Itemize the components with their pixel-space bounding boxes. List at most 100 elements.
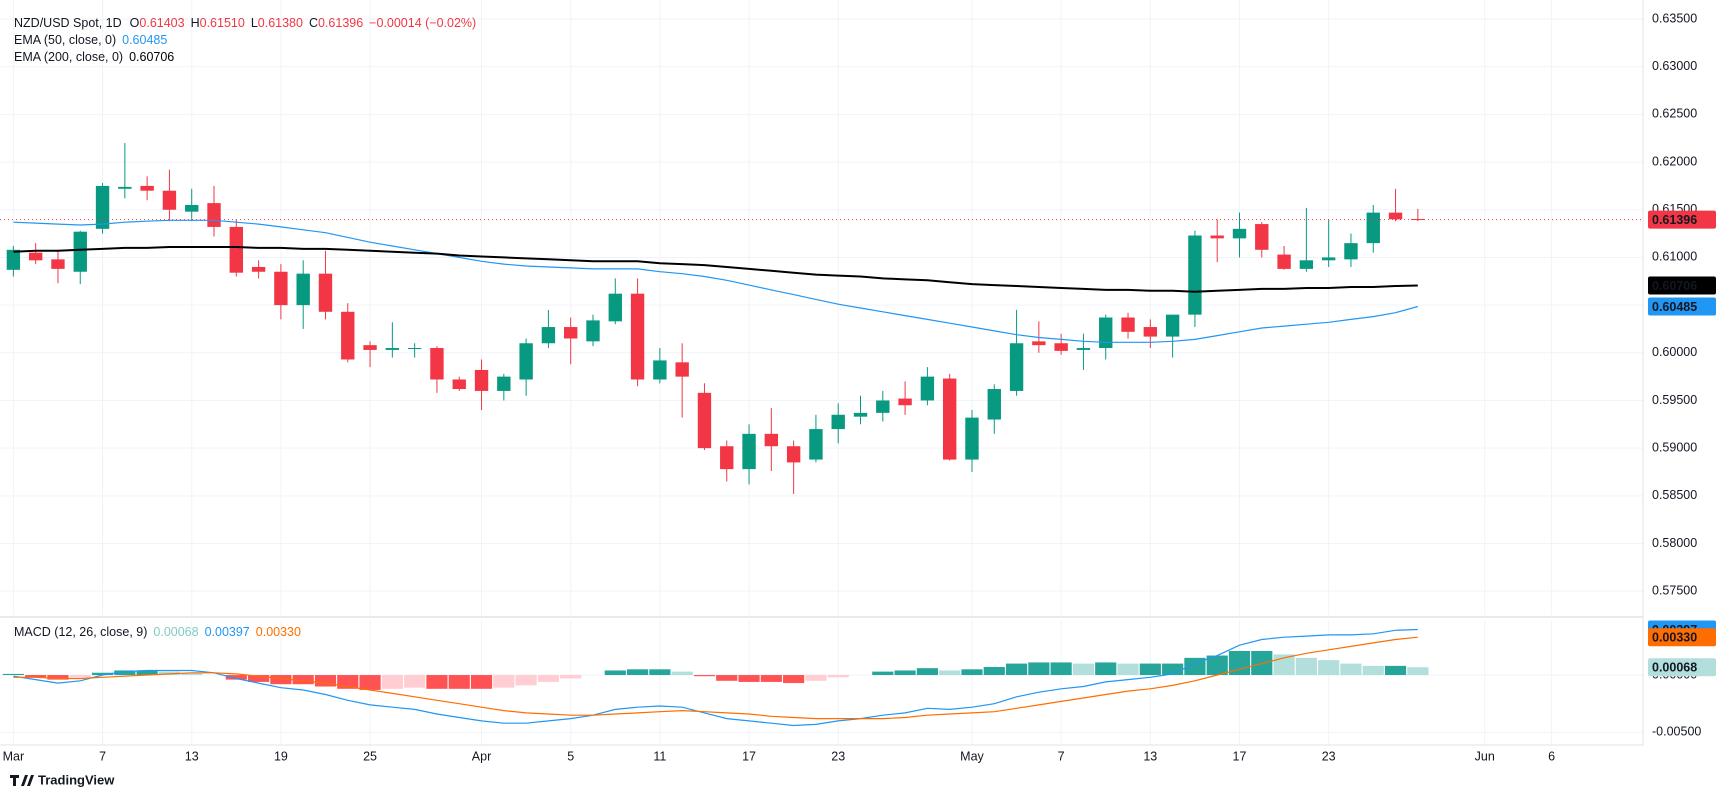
candle-body	[653, 360, 667, 380]
histogram-bar	[693, 675, 716, 677]
legend-value: 0.61510	[200, 16, 245, 30]
histogram-bar	[1028, 662, 1050, 676]
histogram-bar	[827, 675, 849, 678]
candle-body	[140, 185, 154, 191]
histogram-bar	[1362, 665, 1384, 676]
y-tick-label: 0.63000	[1652, 59, 1697, 73]
x-tick-label: 17	[742, 749, 756, 763]
histogram-bar	[738, 675, 760, 682]
histogram-bar	[1139, 663, 1161, 676]
histogram-bar	[515, 675, 537, 686]
candle-body	[564, 327, 578, 339]
candle-body	[185, 205, 199, 212]
histogram-bar	[1162, 663, 1184, 676]
candle-body	[229, 226, 243, 273]
candle-body	[452, 379, 466, 390]
candle-body	[407, 348, 422, 350]
candle-body	[363, 345, 377, 350]
histogram-bar	[114, 670, 136, 676]
candle-body	[1099, 317, 1113, 349]
candle-body	[920, 376, 935, 401]
x-tick-label: 6	[1548, 749, 1555, 763]
histogram-bar	[649, 669, 671, 676]
x-tick-label: 11	[653, 749, 666, 763]
x-tick-label: 7	[99, 749, 106, 763]
legend-value: 0.61396	[318, 16, 363, 30]
y-tick-label: 0.59000	[1652, 440, 1697, 454]
candle-body	[1277, 254, 1291, 269]
y-tick-label: 0.58500	[1652, 488, 1697, 502]
candle-body	[1321, 257, 1336, 261]
candle-body	[876, 400, 890, 413]
candle-body	[207, 203, 221, 227]
histogram-bar	[916, 668, 938, 676]
histogram-bar	[1095, 662, 1117, 676]
candle-body	[519, 343, 533, 380]
legend-name: EMA (200, close, 0)	[14, 50, 123, 64]
candle-body	[831, 414, 845, 430]
histogram-bar	[426, 675, 448, 689]
candle-body	[318, 273, 333, 312]
macd-badge: 0.00330	[1652, 630, 1697, 644]
candle-body	[1388, 212, 1403, 220]
candle-body	[1009, 343, 1024, 391]
histogram-badge: 0.00068	[1652, 661, 1697, 675]
histogram-bar	[1005, 663, 1028, 676]
legend-value: 0.61403	[139, 16, 184, 30]
histogram-bar	[47, 675, 69, 680]
histogram-bar	[961, 669, 983, 676]
legend-name: EMA (50, close, 0)	[14, 33, 116, 47]
legend-value: 0.00330	[256, 625, 301, 639]
candle-body	[608, 293, 622, 322]
candle-body	[1366, 212, 1380, 244]
candle-body	[1143, 327, 1158, 337]
logo-icon	[10, 775, 34, 786]
histogram-bar	[292, 675, 314, 685]
histogram-bar	[2, 673, 24, 676]
histogram-bar	[470, 675, 493, 689]
y-tick-label: 0.62000	[1652, 154, 1697, 168]
candle-body	[73, 231, 87, 272]
histogram-bar	[25, 675, 47, 678]
histogram-bar	[1384, 665, 1407, 676]
candle-body	[341, 311, 355, 360]
legend-macd: MACD (12, 26, close, 9) 0.00068 0.00397 0.0…	[14, 625, 301, 639]
x-tick-label: 23	[1322, 749, 1336, 763]
candle-body	[274, 271, 288, 306]
x-tick-label: 13	[185, 749, 199, 763]
x-tick-label: Mar	[3, 749, 25, 763]
histogram-bar	[805, 675, 827, 681]
candle-body	[1299, 260, 1314, 269]
candle-body	[1255, 224, 1269, 250]
x-tick-label: 7	[1058, 749, 1065, 763]
ema-badge: 0.60706	[1652, 279, 1697, 293]
candle-body	[1210, 235, 1224, 239]
candle-body	[786, 446, 801, 463]
histogram-bar	[1206, 655, 1228, 676]
last-price-badge: 0.61396	[1652, 213, 1697, 227]
candle-body	[1076, 348, 1091, 350]
histogram-bar	[537, 675, 559, 682]
histogram-bar	[1228, 650, 1251, 676]
ema-badge-bg	[1648, 297, 1716, 316]
histogram-bar	[91, 672, 114, 676]
histogram-bar	[248, 675, 270, 682]
candle-body	[987, 389, 1001, 420]
histogram-bar	[604, 670, 626, 676]
histogram-bar	[270, 675, 292, 685]
histogram-bar	[760, 675, 782, 682]
histogram-bar	[1050, 662, 1072, 676]
legend-value: 0.00068	[153, 625, 198, 639]
candle-body	[430, 348, 444, 380]
candle-body	[1188, 235, 1202, 315]
ema-badge: 0.60485	[1652, 300, 1697, 314]
candle-body	[1165, 314, 1180, 337]
legend-ema50: EMA (50, close, 0) 0.60485	[14, 33, 167, 47]
histogram-bar	[1295, 657, 1317, 676]
ema-line	[13, 246, 1418, 293]
last-price-badge-bg	[1648, 210, 1716, 229]
histogram-bar	[493, 675, 515, 688]
brand-logo[interactable]: TradingView	[10, 772, 115, 787]
histogram-bar	[69, 675, 91, 678]
